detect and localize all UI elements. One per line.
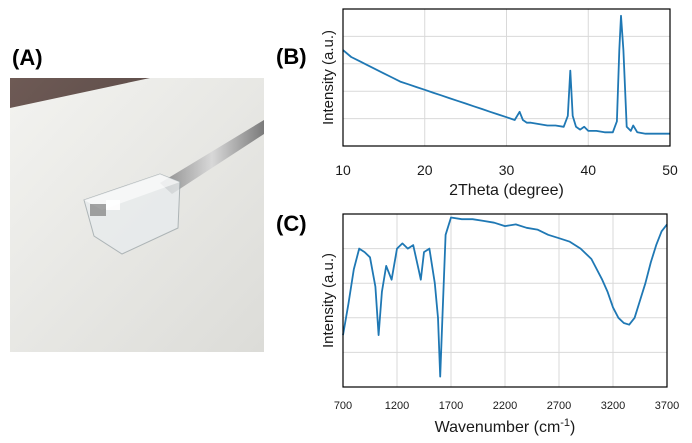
sample-photo: [10, 78, 264, 352]
ftir-tick-label-0: 700: [334, 400, 352, 412]
xrd-tick-label-1: 20: [417, 162, 433, 178]
panel-label-c: (C): [276, 211, 307, 236]
xrd-plot-frame: [342, 8, 671, 147]
panel-label-b: (B): [276, 44, 307, 69]
xrd-x-axis-label: 2Theta (degree): [449, 182, 564, 199]
ftir-tick-label-2: 1700: [439, 400, 463, 412]
ftir-tick-label-1: 1200: [385, 400, 409, 412]
xrd-tick-label-0: 10: [335, 162, 351, 178]
ftir-tick-label-6: 3700: [655, 400, 679, 412]
spatula-icon: [160, 120, 264, 194]
xrd-chart: 10 20 30 40 50 2Theta (degree) Intensity (a.u.…: [320, 8, 678, 199]
panel-label-a: (A): [12, 45, 43, 70]
ftir-chart: 700 1200 1700 2200 2700 3200 3700 Wavenumber (c…: [320, 213, 679, 436]
xrd-tick-label-3: 40: [580, 162, 596, 178]
ftir-tick-label-5: 3200: [601, 400, 625, 412]
ftir-tick-label-3: 2200: [493, 400, 517, 412]
xrd-tick-label-4: 50: [662, 162, 678, 178]
xrd-series-line-0: [342, 14, 670, 135]
ftir-series-line-0: [342, 216, 668, 378]
xrd-tick-label-2: 30: [499, 162, 515, 178]
ftir-y-axis-label: Intensity (a.u.): [320, 253, 337, 348]
ftir-x-axis-label: Wavenumber (cm-1): [435, 417, 576, 436]
ftir-plot-frame: [342, 213, 668, 388]
ftir-tick-label-4: 2700: [547, 400, 571, 412]
xrd-y-axis-label: Intensity (a.u.): [320, 30, 337, 125]
